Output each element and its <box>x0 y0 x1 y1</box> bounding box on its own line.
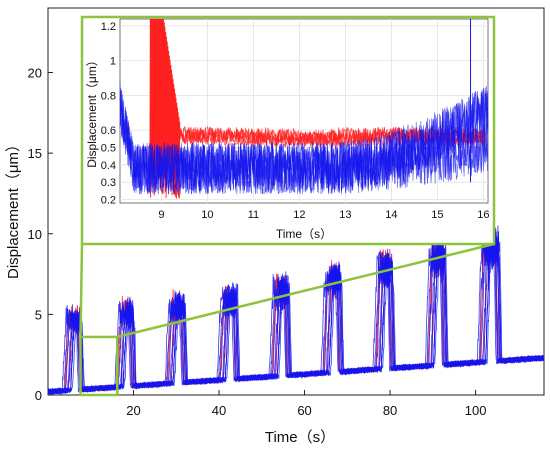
zoom-highlight <box>79 242 495 397</box>
main-y-tick-label: 15 <box>28 146 42 161</box>
main-ticks: 20 40 60 80 100 0 5 10 15 20 <box>28 66 487 419</box>
zoom-connector-right <box>116 242 495 339</box>
inset-series-group <box>119 18 489 199</box>
main-y-tick-label: 0 <box>35 388 42 403</box>
main-x-tick-label: 20 <box>126 403 140 418</box>
inset-y-axis-label: Displacement（μm） <box>85 54 99 168</box>
inset-y-tick-label: 0.6 <box>101 125 116 137</box>
inset-y-tick-label: 0.2 <box>101 195 116 207</box>
inset-plot: 9 10 11 12 13 14 15 16 0.2 0.3 0.4 0.5 0.6 0.8 1 1.2 Ti… <box>80 15 496 246</box>
main-series-blue <box>47 225 545 395</box>
main-x-tick-label: 80 <box>383 403 397 418</box>
inset-y-tick-label: 0.8 <box>101 90 116 102</box>
inset-ticks: 9 10 11 12 13 14 15 16 0.2 0.3 0.4 0.5 0.6 0.8 1 1.2 <box>101 21 490 221</box>
inset-x-tick-label: 13 <box>339 209 351 221</box>
inset-x-axis-label: Time（s） <box>276 227 332 241</box>
inset-y-tick-label: 0.5 <box>101 142 116 154</box>
main-x-tick-label: 60 <box>297 403 311 418</box>
main-y-tick-label: 20 <box>28 66 42 81</box>
inset-x-tick-label: 14 <box>385 209 397 221</box>
inset-x-tick-label: 9 <box>158 209 164 221</box>
main-x-tick-label: 40 <box>212 403 226 418</box>
main-y-axis-label: Displacement（μm） <box>5 137 22 279</box>
inset-y-tick-label: 1 <box>110 56 116 68</box>
main-series-group <box>47 222 545 396</box>
main-x-axis-label: Time（s） <box>265 429 335 446</box>
inset-x-tick-label: 10 <box>201 209 213 221</box>
zoom-connector-left <box>79 243 84 337</box>
inset-y-tick-label: 1.2 <box>101 21 116 33</box>
inset-x-tick-label: 15 <box>431 209 443 221</box>
inset-red-spike <box>149 18 181 199</box>
inset-x-tick-label: 11 <box>248 209 259 221</box>
inset-y-tick-label: 0.3 <box>101 177 116 189</box>
main-y-tick-label: 5 <box>35 307 42 322</box>
inset-y-tick-label: 0.4 <box>101 160 116 172</box>
inset-series-blue <box>119 89 489 195</box>
inset-x-tick-label: 16 <box>477 209 489 221</box>
main-y-tick-label: 10 <box>28 227 42 242</box>
main-x-tick-label: 100 <box>465 403 487 418</box>
inset-series-blue <box>119 89 489 195</box>
inset-x-tick-label: 12 <box>293 209 305 221</box>
zoom-box <box>79 335 119 397</box>
